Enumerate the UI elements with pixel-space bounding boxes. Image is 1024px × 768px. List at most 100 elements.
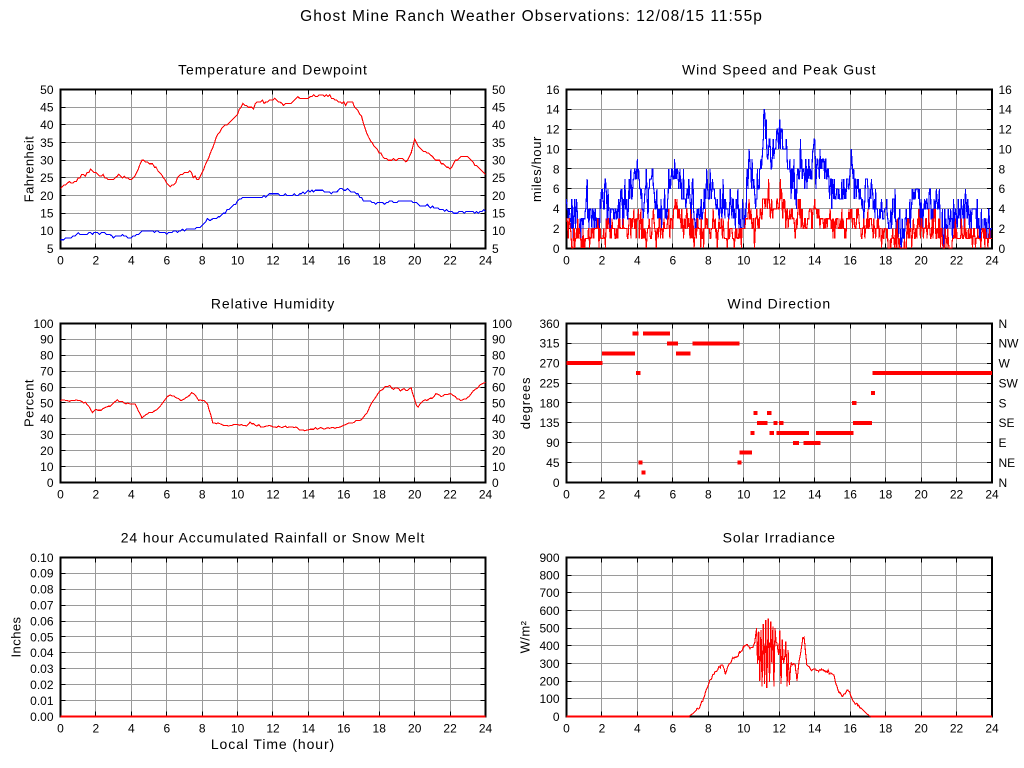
svg-text:20: 20 [914,488,928,502]
svg-text:N: N [999,317,1008,331]
svg-text:12: 12 [773,722,787,736]
svg-text:2: 2 [553,222,560,236]
svg-text:0.06: 0.06 [30,614,54,628]
svg-text:14: 14 [808,722,822,736]
svg-text:0: 0 [563,722,570,736]
svg-text:0.04: 0.04 [30,646,54,660]
svg-text:315: 315 [539,337,559,351]
svg-text:5: 5 [492,242,499,256]
svg-text:0: 0 [492,476,499,490]
svg-text:NE: NE [999,456,1016,470]
svg-text:Solar Irradiance: Solar Irradiance [723,529,836,545]
svg-text:45: 45 [546,456,560,470]
svg-text:18: 18 [373,254,387,268]
svg-text:6: 6 [670,722,677,736]
svg-text:10: 10 [231,722,245,736]
svg-text:12: 12 [266,488,280,502]
svg-text:14: 14 [808,254,822,268]
svg-text:W/m²: W/m² [518,620,533,653]
svg-text:20: 20 [40,444,54,458]
svg-text:25: 25 [40,171,54,185]
svg-text:2: 2 [599,488,606,502]
svg-text:40: 40 [40,412,54,426]
svg-text:14: 14 [302,722,316,736]
svg-text:10: 10 [231,488,245,502]
svg-text:2: 2 [599,254,606,268]
svg-text:12: 12 [546,123,560,137]
svg-text:50: 50 [492,83,506,97]
svg-text:0.01: 0.01 [30,694,54,708]
svg-text:40: 40 [492,412,506,426]
svg-text:20: 20 [914,722,928,736]
svg-text:24: 24 [479,722,493,736]
svg-text:SW: SW [999,376,1019,390]
svg-text:16: 16 [546,83,560,97]
svg-text:24: 24 [985,254,999,268]
svg-text:20: 20 [408,254,422,268]
svg-text:90: 90 [40,333,54,347]
svg-text:80: 80 [40,349,54,363]
svg-text:14: 14 [999,103,1013,117]
svg-text:50: 50 [40,83,54,97]
svg-text:S: S [999,396,1007,410]
svg-text:10: 10 [492,224,506,238]
svg-text:100: 100 [33,317,53,331]
svg-text:2: 2 [93,488,100,502]
svg-text:16: 16 [337,722,351,736]
svg-text:12: 12 [266,254,280,268]
svg-text:16: 16 [337,488,351,502]
svg-text:180: 180 [539,396,559,410]
svg-text:4: 4 [128,488,135,502]
svg-text:0: 0 [999,242,1006,256]
svg-text:12: 12 [773,488,787,502]
svg-text:135: 135 [539,416,559,430]
svg-text:22: 22 [950,488,964,502]
svg-text:12: 12 [773,254,787,268]
svg-text:0.03: 0.03 [30,662,54,676]
svg-text:NW: NW [999,337,1020,351]
svg-text:0: 0 [57,254,64,268]
svg-text:degrees: degrees [518,377,533,430]
svg-text:0.09: 0.09 [30,567,54,581]
svg-text:16: 16 [844,722,858,736]
svg-text:600: 600 [539,604,559,618]
svg-text:90: 90 [492,333,506,347]
svg-text:10: 10 [40,224,54,238]
svg-text:10: 10 [737,488,751,502]
svg-text:8: 8 [553,162,560,176]
svg-text:22: 22 [950,722,964,736]
svg-text:SE: SE [999,416,1015,430]
svg-text:14: 14 [808,488,822,502]
svg-text:80: 80 [492,349,506,363]
svg-text:W: W [999,357,1011,371]
svg-text:20: 20 [408,722,422,736]
svg-text:30: 30 [40,154,54,168]
svg-text:0.07: 0.07 [30,599,54,613]
svg-text:18: 18 [373,488,387,502]
svg-text:14: 14 [546,103,560,117]
svg-text:4: 4 [553,202,560,216]
svg-text:18: 18 [373,722,387,736]
svg-text:20: 20 [40,189,54,203]
svg-text:Fahrenheit: Fahrenheit [22,136,37,203]
svg-text:E: E [999,436,1007,450]
svg-text:2: 2 [999,222,1006,236]
svg-text:miles/hour: miles/hour [529,136,544,202]
svg-text:0: 0 [563,254,570,268]
svg-text:225: 225 [539,376,559,390]
svg-text:60: 60 [492,380,506,394]
svg-text:Temperature and Dewpoint: Temperature and Dewpoint [178,61,368,77]
svg-text:18: 18 [879,488,893,502]
svg-text:0: 0 [563,488,570,502]
svg-text:70: 70 [40,365,54,379]
svg-text:22: 22 [443,722,457,736]
svg-text:24: 24 [985,488,999,502]
svg-text:8: 8 [999,162,1006,176]
svg-text:8: 8 [705,254,712,268]
svg-text:45: 45 [40,101,54,115]
svg-text:0.08: 0.08 [30,583,54,597]
svg-text:22: 22 [950,254,964,268]
svg-text:30: 30 [492,154,506,168]
svg-text:16: 16 [844,254,858,268]
svg-text:0: 0 [553,476,560,490]
